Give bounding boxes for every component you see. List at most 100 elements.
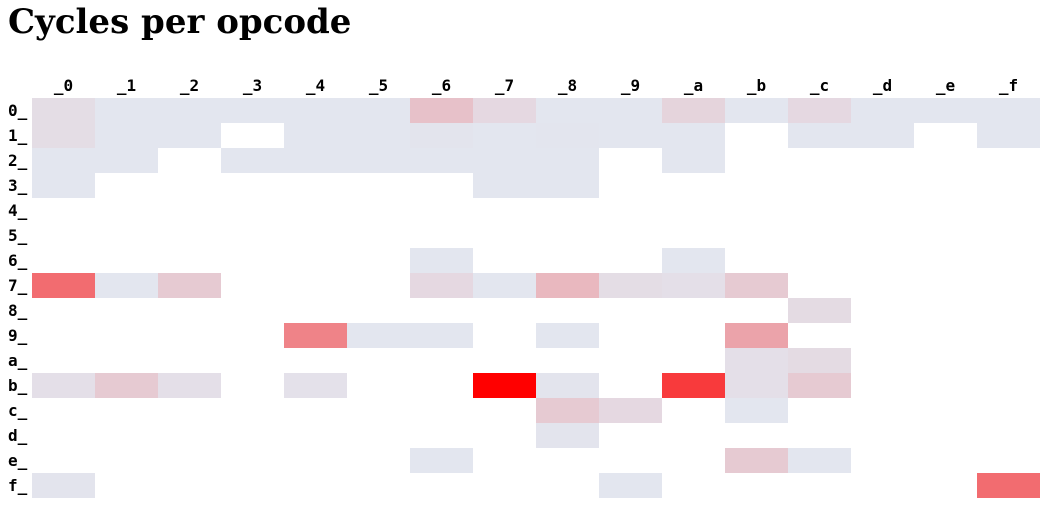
heatmap-cell: [599, 398, 662, 423]
column-label: _b: [747, 76, 766, 95]
heatmap-cell: [599, 98, 662, 123]
heatmap-cell: [788, 298, 851, 323]
heatmap-cell: [536, 323, 599, 348]
heatmap-cell: [95, 148, 158, 173]
heatmap-cell: [158, 273, 221, 298]
heatmap-cell: [599, 123, 662, 148]
heatmap-cell: [410, 273, 473, 298]
heatmap-cell: [95, 273, 158, 298]
column-label: _9: [621, 76, 640, 95]
heatmap-cell: [536, 98, 599, 123]
heatmap-cell: [725, 98, 788, 123]
heatmap-cell: [284, 98, 347, 123]
heatmap-cell: [32, 148, 95, 173]
heatmap-cell: [536, 423, 599, 448]
row-label: a_: [8, 351, 28, 370]
column-label: _d: [873, 76, 892, 95]
heatmap-cell: [977, 123, 1040, 148]
heatmap-cell: [599, 273, 662, 298]
heatmap-cell: [95, 123, 158, 148]
heatmap-cell: [32, 173, 95, 198]
heatmap-cell: [32, 473, 95, 498]
heatmap-cell: [914, 98, 977, 123]
row-label: 7_: [8, 276, 28, 295]
heatmap-cell: [725, 398, 788, 423]
row-label: 6_: [8, 251, 28, 270]
heatmap-cell: [95, 373, 158, 398]
heatmap-cell: [32, 273, 95, 298]
column-label: _c: [810, 76, 829, 95]
heatmap-cell: [410, 448, 473, 473]
heatmap-cell: [788, 98, 851, 123]
column-label: _3: [243, 76, 262, 95]
heatmap-cell: [158, 123, 221, 148]
heatmap-cell: [536, 173, 599, 198]
heatmap-cell: [473, 148, 536, 173]
heatmap-cell: [662, 373, 725, 398]
heatmap-cell: [473, 373, 536, 398]
column-label: _8: [558, 76, 577, 95]
heatmap-cell: [536, 373, 599, 398]
heatmap-cell: [662, 273, 725, 298]
column-label: _6: [432, 76, 451, 95]
heatmap-cell: [410, 98, 473, 123]
column-label: _1: [117, 76, 136, 95]
heatmap-cell: [284, 123, 347, 148]
heatmap-cell: [536, 148, 599, 173]
heatmap-cell: [347, 98, 410, 123]
heatmap-cell: [410, 323, 473, 348]
row-label: c_: [8, 401, 28, 420]
row-label: 2_: [8, 151, 28, 170]
heatmap-cell: [725, 273, 788, 298]
row-label: 4_: [8, 201, 28, 220]
column-label: _0: [54, 76, 73, 95]
heatmap-cell: [473, 173, 536, 198]
heatmap-cell: [410, 148, 473, 173]
row-label: 1_: [8, 126, 28, 145]
heatmap-cell: [788, 348, 851, 373]
heatmap-cell: [788, 448, 851, 473]
heatmap-cell: [599, 473, 662, 498]
column-label: _5: [369, 76, 388, 95]
heatmap-cell: [977, 98, 1040, 123]
heatmap-cell: [788, 123, 851, 148]
heatmap-cell: [473, 123, 536, 148]
heatmap-cell: [851, 123, 914, 148]
column-label: _e: [936, 76, 955, 95]
heatmap-cell: [725, 323, 788, 348]
heatmap-cell: [662, 123, 725, 148]
heatmap-cell: [977, 473, 1040, 498]
heatmap-cell: [536, 273, 599, 298]
heatmap-cell: [95, 98, 158, 123]
heatmap-cell: [347, 123, 410, 148]
column-label: _a: [684, 76, 703, 95]
heatmap-cell: [158, 98, 221, 123]
chart-title: Cycles per opcode: [8, 2, 352, 42]
row-label: b_: [8, 376, 28, 395]
heatmap-cell: [32, 98, 95, 123]
heatmap-cell: [284, 323, 347, 348]
heatmap-cell: [536, 123, 599, 148]
heatmap-cell: [347, 323, 410, 348]
row-label: 8_: [8, 301, 28, 320]
column-label: _2: [180, 76, 199, 95]
heatmap-cell: [32, 123, 95, 148]
row-label: 5_: [8, 226, 28, 245]
heatmap-cell: [32, 373, 95, 398]
heatmap-cell: [221, 148, 284, 173]
row-label: 3_: [8, 176, 28, 195]
heatmap-cell: [410, 123, 473, 148]
heatmap-cell: [473, 273, 536, 298]
heatmap-cell: [284, 373, 347, 398]
heatmap-cell: [473, 98, 536, 123]
heatmap-cell: [662, 148, 725, 173]
heatmap-cell: [725, 448, 788, 473]
row-label: 0_: [8, 101, 28, 120]
heatmap-cell: [725, 373, 788, 398]
heatmap-cell: [221, 98, 284, 123]
heatmap-cell: [788, 373, 851, 398]
heatmap-cell: [536, 398, 599, 423]
row-label: f_: [8, 476, 28, 495]
heatmap-cell: [662, 98, 725, 123]
